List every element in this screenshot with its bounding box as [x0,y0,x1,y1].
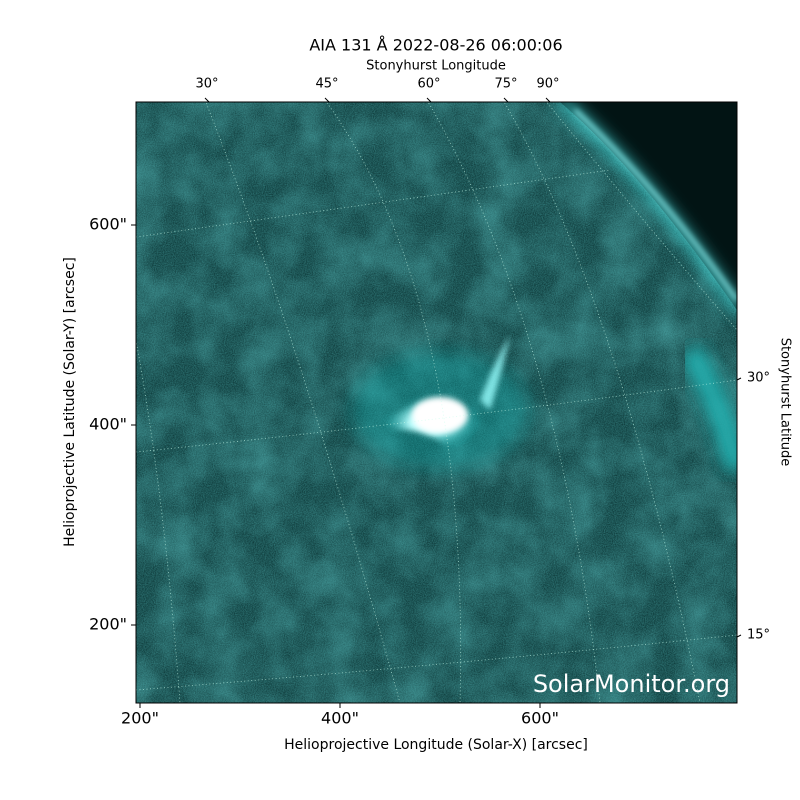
top-tick [426,97,432,103]
x-tick-label: 600" [521,709,559,728]
top-tick-label: 30° [195,77,218,92]
top-tick-label: 60° [417,77,440,92]
right-tick [736,634,742,638]
watermark: SolarMonitor.org [533,670,730,698]
title: AIA 131 Å 2022-08-26 06:00:06 [309,36,562,55]
right-tick-label: 15° [747,628,770,643]
top-tick [545,97,551,103]
right-axis-label: Stonyhurst Latitude [778,338,793,467]
x-tick-label: 200" [121,709,159,728]
y-tick-label: 600" [89,215,127,234]
right-tick-label: 30° [747,371,770,386]
right-tick [736,377,742,381]
x-tick-label: 400" [321,709,359,728]
top-tick-label: 90° [536,77,559,92]
top-tick-label: 45° [315,77,338,92]
solar-image: SolarMonitor.org [136,102,737,703]
y-axis-label: Helioprojective Latitude (Solar-Y) [arcs… [62,257,78,547]
frame [135,101,738,704]
top-tick-label: 75° [494,77,517,92]
top-tick [324,97,330,103]
y-tick-label: 400" [89,415,127,434]
top-tick [204,97,210,103]
top-tick [503,97,509,103]
y-tick-label: 200" [89,615,127,634]
top-axis-label: Stonyhurst Longitude [366,59,506,74]
x-axis-label: Helioprojective Longitude (Solar-X) [arc… [284,737,588,753]
